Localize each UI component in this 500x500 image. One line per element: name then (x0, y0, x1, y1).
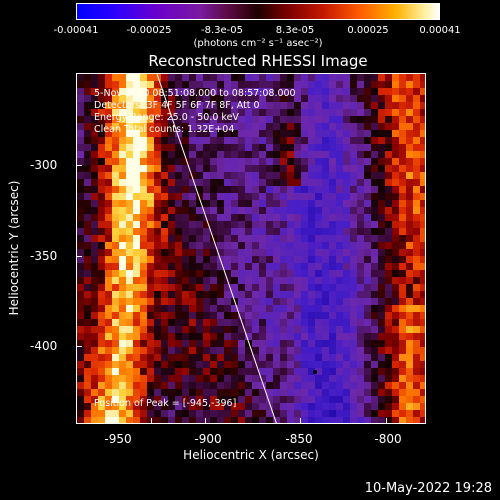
colorbar-tick: -8.3e-05 (201, 25, 243, 36)
colorbar-units: (photons cm⁻² s⁻¹ asec⁻²) (193, 38, 323, 49)
timestamp: 10-May-2022 19:28 (364, 481, 492, 496)
colorbar (76, 3, 440, 20)
x-tick-label: -850 (285, 432, 313, 446)
x-axis-label: Heliocentric X (arcsec) (183, 448, 319, 462)
limb-line (156, 74, 277, 423)
colorbar-tick: 8.3e-05 (275, 25, 315, 36)
colorbar-tick: 0.00041 (419, 25, 461, 36)
colorbar-tick: -0.00025 (126, 25, 172, 36)
image-plot: 5-Nov-2010 08:51:08.000 to 08:57:08.000 … (76, 73, 426, 424)
y-tick-label: -300 (30, 158, 58, 172)
colorbar-tick: -0.00041 (53, 25, 99, 36)
y-axis-label: Heliocentric Y (arcsec) (7, 180, 21, 316)
x-tick-label: -800 (374, 432, 402, 446)
plot-title: Reconstructed RHESSI Image (148, 52, 368, 70)
peak-marker (313, 370, 317, 374)
detectors-annotation: Detectors: 3F 4F 5F 6F 7F 8F, Att 0 (94, 100, 260, 111)
rhessi-image (77, 74, 425, 423)
x-tick-label: -900 (194, 432, 222, 446)
energy-annotation: Energy Range: 25.0 - 50.0 keV (94, 112, 239, 123)
counts-annotation: Clean Total counts: 1.32E+04 (94, 124, 235, 135)
colorbar-tick: 0.00025 (347, 25, 389, 36)
x-tick-label: -950 (104, 432, 132, 446)
y-tick-label: -350 (30, 249, 58, 263)
time-range-annotation: 5-Nov-2010 08:51:08.000 to 08:57:08.000 (94, 88, 296, 99)
y-tick-label: -400 (30, 339, 58, 353)
peak-position-label: Position of Peak = [-945,-396] (94, 398, 237, 409)
